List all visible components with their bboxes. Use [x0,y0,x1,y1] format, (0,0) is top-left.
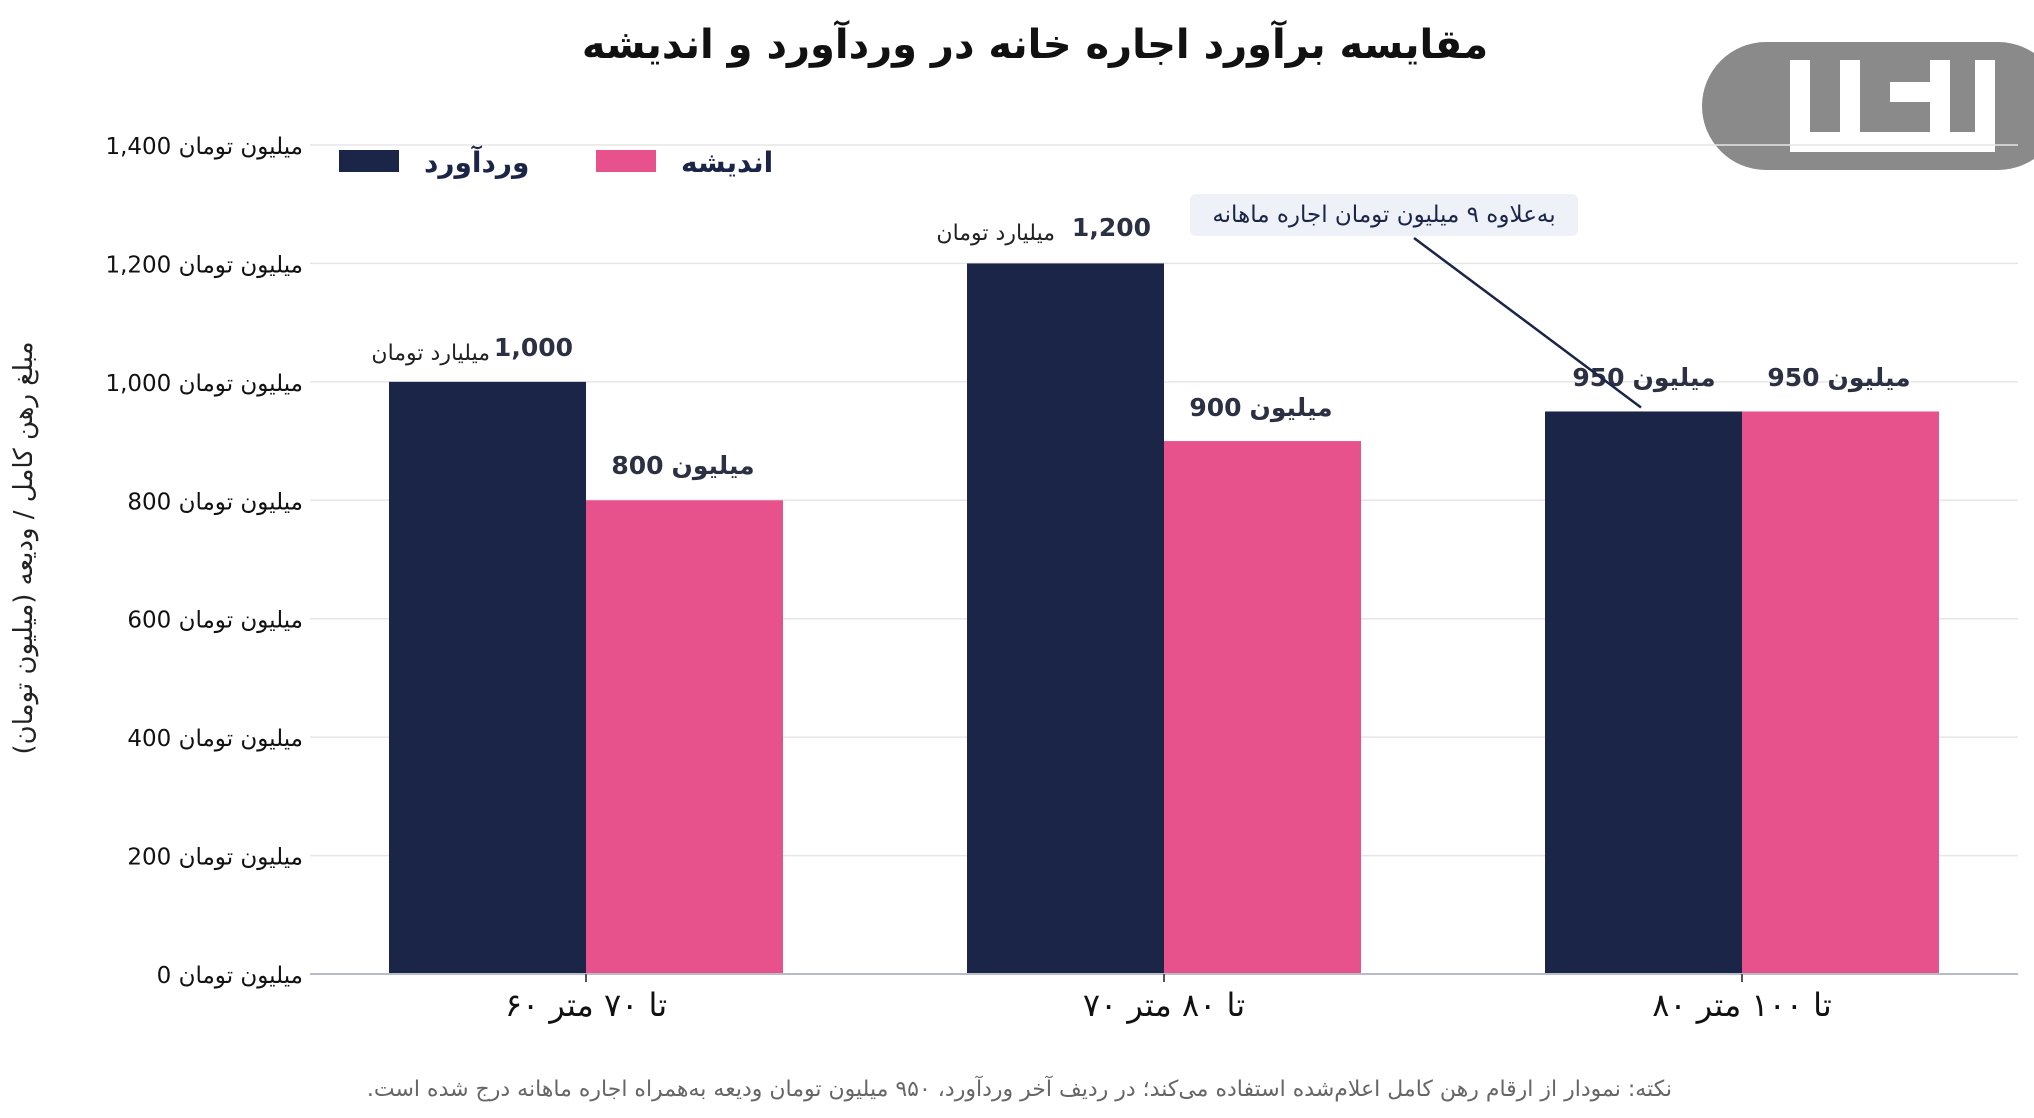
legend-swatch-vardavard [339,150,399,172]
annotation-text: به‌علاوه ۹ میلیون تومان اجاره ماهانه [1212,202,1555,228]
x-tick-label: ۸۰ تا ۱۰۰ متر [1652,986,1832,1024]
y-tick-label: 400 میلیون تومان [127,726,303,752]
bar-value-number: 800 [611,451,663,480]
bar-unit-label: میلیارد تومان [936,221,1055,246]
x-axis-ticks: ۶۰ تا ۷۰ متر ۷۰ تا ۸۰ متر ۸۰ تا ۱۰۰ متر [505,974,1832,1024]
bar-value-unit: میلیون [1828,363,1911,393]
bar-value-label: 1,200 [1072,213,1151,242]
bars [389,263,1939,975]
chart-title: مقایسه برآورد اجاره خانه در وردآورد و ان… [582,19,1488,68]
bar-unit-label: میلیارد تومان [371,341,490,366]
bar-value-label: 950 میلیون [1572,363,1715,393]
y-tick-label: 600 میلیون تومان [127,608,303,634]
bar-vardavard [967,263,1164,974]
x-tick-label: ۷۰ تا ۸۰ متر [1083,986,1245,1024]
bar-andisheh [586,500,783,974]
y-tick-label: 1,000 میلیون تومان [105,371,303,397]
y-axis-ticks: 0 میلیون تومان 200 میلیون تومان 400 میلیون… [105,134,303,989]
bar-value-number: 900 [1189,393,1241,422]
bar-value-label: 1,000 [494,333,573,362]
y-tick-label: 1,400 میلیون تومان [105,134,303,160]
legend-label-andisheh: اندیشه [681,146,773,179]
bar-value-label: 800 میلیون [611,451,754,481]
annotation: به‌علاوه ۹ میلیون تومان اجاره ماهانه [1190,194,1642,409]
brand-logo [1702,42,2034,170]
bar-value-number: 950 [1767,363,1819,392]
footnote: نکته: نمودار از ارقام رهن کامل اعلام‌شده… [367,1075,1672,1102]
legend-swatch-andisheh [596,150,656,172]
bar-value-label: 900 میلیون [1189,393,1332,423]
bar-vardavard [389,381,586,974]
annotation-box [1190,194,1578,236]
y-tick-label: 0 میلیون تومان [157,963,303,989]
legend-label-vardavard: وردآورد [424,145,529,179]
bar-vardavard [1545,411,1742,974]
y-tick-label: 1,200 میلیون تومان [105,252,303,278]
legend: وردآورد اندیشه [339,145,773,179]
y-tick-label: 200 میلیون تومان [127,845,303,871]
annotation-arrow [1413,236,1642,409]
y-axis-title: مبلغ رهن کامل / ودیعه (میلیون تومان) [9,341,39,754]
y-tick-label: 800 میلیون تومان [127,489,303,515]
bar-value-number: 950 [1572,363,1624,392]
bar-value-unit: میلیون [672,451,755,481]
x-tick-label: ۶۰ تا ۷۰ متر [505,986,667,1024]
bar-value-unit: میلیون [1633,363,1716,393]
bar-value-label: 950 میلیون [1767,363,1910,393]
bar-andisheh [1164,441,1361,975]
bar-value-unit: میلیون [1250,393,1333,423]
bar-andisheh [1742,411,1939,974]
